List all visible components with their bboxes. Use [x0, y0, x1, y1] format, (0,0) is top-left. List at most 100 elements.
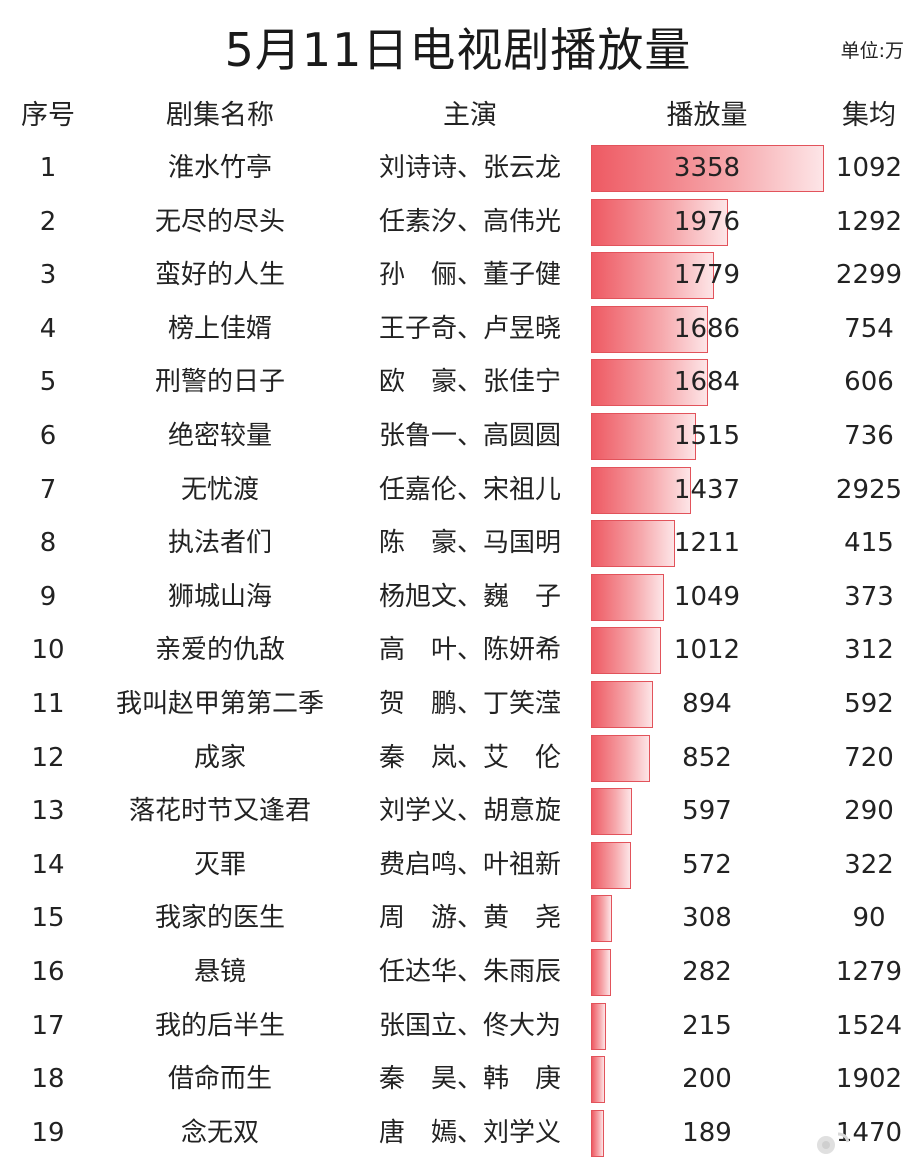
table-row: 17 我的后半生 张国立、佟大为 215 1524: [0, 1000, 916, 1054]
play-value-label: 282: [682, 956, 732, 987]
avg-cell: 606: [844, 367, 894, 398]
table-row: 4 榜上佳婿 王子奇、卢昱晓 1686 754: [0, 303, 916, 357]
rank-cell: 13: [31, 796, 65, 827]
rank-cell: 17: [31, 1010, 65, 1041]
play-bar: [591, 734, 651, 782]
rank-cell: 4: [39, 313, 57, 344]
drama-name-cell: 蛮好的人生: [154, 260, 285, 291]
play-value-label: 1515: [673, 420, 741, 451]
avg-cell: 736: [844, 420, 894, 451]
play-bar: [591, 573, 664, 621]
cast-cell: 刘诗诗、张云龙: [378, 153, 561, 183]
play-value-label: 572: [682, 849, 732, 880]
cast-cell: 秦 昊、韩 庚: [378, 1064, 561, 1095]
table-row: 1 淮水竹亭 刘诗诗、张云龙 3358 1092: [0, 142, 916, 196]
rank-cell: 10: [31, 635, 65, 666]
avg-cell: 2299: [835, 260, 903, 291]
header-plays: 播放量: [666, 100, 748, 131]
table-row: 7 无忧渡 任嘉伦、宋祖儿 1437 2925: [0, 464, 916, 518]
cast-cell: 费启鸣、叶祖新: [378, 849, 561, 880]
play-bar: [591, 305, 708, 353]
avg-cell: 415: [844, 528, 894, 559]
table-body: 1 淮水竹亭 刘诗诗、张云龙 3358 1092 2 无尽的尽头 任素汐、高伟光 1976 129…: [0, 142, 916, 1160]
avg-cell: 90: [852, 903, 886, 934]
play-value-label: 1779: [673, 260, 741, 291]
table-row: 19 念无双 唐 嫣、刘学义 189 1470: [0, 1107, 916, 1161]
drama-name-cell: 念无双: [180, 1117, 259, 1148]
cast-cell: 任素汐、高伟光: [378, 206, 561, 237]
rank-cell: 18: [31, 1064, 65, 1095]
weibo-logo-icon: [817, 1132, 850, 1154]
avg-cell: 322: [844, 849, 894, 880]
table-row: 14 灭罪 费启鸣、叶祖新 572 322: [0, 839, 916, 893]
avg-cell: 312: [844, 635, 894, 666]
unit-label: 单位:万: [840, 40, 904, 62]
drama-name-cell: 成家: [193, 742, 246, 773]
play-bar: [591, 520, 676, 568]
drama-name-cell: 灭罪: [193, 849, 246, 880]
rank-cell: 14: [31, 849, 65, 880]
play-bar: [591, 948, 611, 996]
drama-name-cell: 悬镜: [193, 956, 246, 987]
cast-cell: 周 游、黄 尧: [378, 903, 561, 934]
play-bar: [591, 788, 633, 836]
drama-name-cell: 无忧渡: [180, 474, 259, 505]
avg-cell: 2925: [835, 474, 903, 505]
cast-cell: 张鲁一、高圆圆: [378, 420, 561, 451]
drama-name-cell: 榜上佳婿: [167, 313, 272, 344]
header-rank: 序号: [21, 100, 75, 131]
cast-cell: 贺 鹏、丁笑滢: [378, 688, 561, 719]
play-value-label: 308: [682, 903, 732, 934]
header-name: 剧集名称: [166, 100, 274, 131]
rank-cell: 9: [39, 581, 57, 612]
cast-cell: 欧 豪、张佳宁: [378, 367, 561, 398]
avg-cell: 720: [844, 742, 894, 773]
table-row: 16 悬镜 任达华、朱雨辰 282 1279: [0, 946, 916, 1000]
play-value-label: 597: [682, 796, 732, 827]
cast-cell: 任嘉伦、宋祖儿: [378, 474, 561, 505]
play-bar: [591, 359, 708, 407]
play-bar: [591, 466, 691, 514]
cast-cell: 杨旭文、巍 子: [378, 581, 561, 612]
avg-cell: 592: [844, 688, 894, 719]
table-row: 18 借命而生 秦 昊、韩 庚 200 1902: [0, 1053, 916, 1107]
play-bar: [591, 198, 729, 246]
rank-cell: 8: [39, 528, 57, 559]
avg-cell: 373: [844, 581, 894, 612]
drama-name-cell: 借命而生: [167, 1064, 272, 1095]
play-bar: [591, 1056, 605, 1104]
play-bar: [591, 1002, 606, 1050]
play-bar: [591, 680, 654, 728]
drama-name-cell: 我家的医生: [154, 903, 285, 934]
play-value-label: 189: [682, 1117, 732, 1148]
cast-cell: 孙 俪、董子健: [378, 260, 561, 291]
table-row: 13 落花时节又逢君 刘学义、胡意旋 597 290: [0, 785, 916, 839]
cast-cell: 陈 豪、马国明: [378, 528, 561, 559]
play-bar: [591, 627, 662, 675]
header-avg: 集均: [842, 100, 896, 131]
play-bar: [591, 841, 631, 889]
rank-cell: 19: [31, 1117, 65, 1148]
page-title: 5月11日电视剧播放量: [224, 23, 692, 77]
rank-cell: 5: [39, 367, 57, 398]
play-bar: [591, 895, 613, 943]
avg-cell: 1524: [835, 1010, 903, 1041]
play-value-label: 1686: [673, 313, 741, 344]
avg-cell: 290: [844, 796, 894, 827]
play-value-label: 1012: [673, 635, 741, 666]
drama-name-cell: 我叫赵甲第第二季: [115, 688, 324, 719]
play-value-label: 894: [682, 688, 732, 719]
cast-cell: 刘学义、胡意旋: [378, 796, 561, 827]
rank-cell: 2: [39, 206, 57, 237]
avg-cell: 1902: [835, 1064, 903, 1095]
drama-name-cell: 淮水竹亭: [167, 153, 272, 183]
table-row: 11 我叫赵甲第第二季 贺 鹏、丁笑滢 894 592: [0, 678, 916, 732]
drama-name-cell: 我的后半生: [154, 1010, 285, 1041]
rank-cell: 12: [31, 742, 65, 773]
cast-cell: 王子奇、卢昱晓: [378, 313, 561, 344]
avg-cell: 1470: [835, 1117, 903, 1148]
drama-name-cell: 无尽的尽头: [154, 206, 285, 237]
play-value-label: 1049: [673, 581, 741, 612]
rank-cell: 11: [31, 688, 65, 719]
cast-cell: 秦 岚、艾 伦: [378, 742, 561, 773]
